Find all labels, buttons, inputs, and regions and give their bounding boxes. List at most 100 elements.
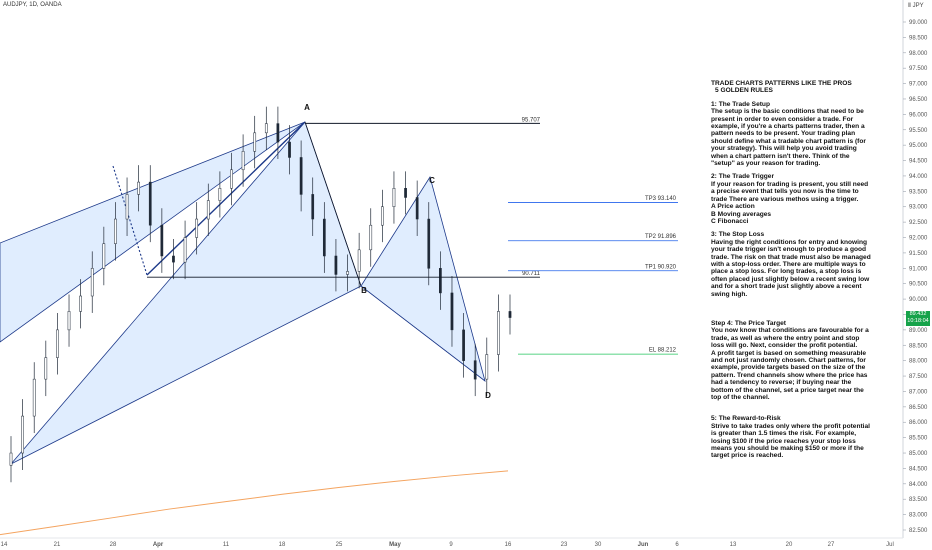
price-tick-label: 99.000 [909, 20, 928, 26]
price-tick-label: 96.500 [909, 97, 928, 103]
date-tick-label: 30 [595, 542, 602, 548]
level-label-tp1: TP1 90.920 [645, 264, 677, 270]
note-body: Having the right conditions for entry an… [711, 238, 871, 298]
candle-body [90, 268, 94, 297]
candle-body [427, 218, 431, 269]
date-tick-label: Jul [886, 542, 894, 548]
candle-body [334, 255, 338, 275]
level-label-b: 90.711 [522, 271, 541, 277]
price-tick-label: 93.000 [909, 205, 928, 211]
date-tick-label: 27 [828, 542, 835, 548]
price-tick-label: 88.000 [909, 359, 928, 365]
note-section: 3: The Stop Loss Having the right conditi… [711, 231, 871, 298]
candle-body [380, 206, 384, 226]
price-tick-label: 95.500 [909, 128, 928, 134]
candle-body [299, 157, 303, 195]
note-heading: 5: The Reward-to-Risk [711, 415, 781, 423]
date-tick-label: 6 [675, 542, 679, 548]
note-section: 5: The Reward-to-Risk Strive to take trad… [711, 415, 871, 459]
candle-body [241, 151, 245, 171]
price-tick-label: 88.500 [909, 343, 928, 349]
point-label-a: A [304, 103, 310, 112]
price-tick-label: 92.000 [909, 236, 928, 242]
price-tick-label: 94.000 [909, 174, 928, 180]
pattern-line-ab [304, 121, 362, 287]
date-tick-label: 11 [223, 542, 230, 548]
candle-body [206, 200, 210, 220]
date-tick-label: 23 [561, 542, 568, 548]
price-tick-label: 90.000 [909, 297, 928, 303]
level-label-el: EL 88.212 [649, 348, 677, 354]
price-tick-label: 85.000 [909, 451, 928, 457]
time-axis[interactable]: 14 21 28 Apr 11 18 25 May 9 16 23 30 Jun 6 13 20 27 Jul [1, 542, 894, 548]
pattern-triangle-bcd[interactable] [360, 176, 486, 383]
price-tick-label: 85.500 [909, 436, 928, 442]
price-tick-label: 83.000 [909, 513, 928, 519]
candle-body [137, 181, 141, 195]
price-tick-label: 82.500 [909, 528, 928, 534]
price-tick-label: 91.000 [909, 266, 928, 272]
price-tick-label: 89.000 [909, 328, 928, 334]
bar-countdown: 10:18:04 [907, 318, 929, 324]
price-tick-label: 98.500 [909, 35, 928, 41]
candle-body [473, 360, 477, 380]
candle-body [218, 188, 222, 201]
note-body: Strive to take trades only where the pro… [711, 422, 871, 460]
note-body: A Price action [711, 203, 755, 211]
pattern-point-labels: A B C D [304, 103, 491, 400]
price-tick-label: 91.500 [909, 251, 928, 257]
note-body: A profit target is based on something me… [711, 349, 868, 402]
point-label-c: C [429, 176, 435, 185]
candle-body [125, 194, 129, 220]
price-tick-label: 96.000 [909, 112, 928, 118]
note-heading: 2: The Trade Trigger [711, 173, 775, 181]
candle-body [439, 268, 442, 294]
price-tick-label: 83.500 [909, 497, 928, 503]
candle-body [56, 329, 59, 358]
candle-body [462, 329, 465, 361]
note-body: The setup is the basic conditions that n… [711, 108, 866, 168]
candle-body [79, 295, 82, 312]
current-price: 89.432 [909, 311, 927, 317]
note-heading: 1: The Trade Setup [711, 100, 770, 108]
candle-body [160, 224, 164, 257]
price-tick-label: 86.000 [909, 420, 928, 426]
candle-body [497, 311, 500, 355]
price-tick-label: 98.000 [909, 51, 928, 57]
candle-body [102, 243, 106, 269]
target-levels[interactable]: 95.707 90.711 TP3 93.140 TP2 91.896 TP1 90.9… [147, 117, 678, 355]
candle-body [404, 188, 407, 198]
price-tick-label: 93.500 [909, 189, 928, 195]
price-tick-label: 86.500 [909, 405, 928, 411]
candle-body [322, 218, 326, 257]
date-tick-label: Apr [153, 542, 164, 548]
note-section: 2: The Trade Trigger If your reason for t… [711, 173, 871, 225]
note-heading: Step 4: The Price Target [711, 319, 786, 327]
candle-body [346, 271, 349, 275]
candle-body [230, 169, 233, 189]
note-heading: 3: The Stop Loss [711, 231, 765, 239]
candle-body [148, 181, 152, 226]
candle-body [9, 452, 13, 466]
note-body: You now know that conditions are favoura… [711, 327, 869, 350]
note-title: TRADE CHARTS PATTERNS LIKE THE PROS [711, 80, 852, 87]
note-section: 1: The Trade Setup The setup is the basic… [711, 101, 871, 168]
price-tick-label: 84.500 [909, 466, 928, 472]
date-tick-label: 14 [1, 542, 8, 548]
candle-body [415, 197, 419, 220]
note-section: Step 4: The Price Target You now know tha… [711, 320, 871, 401]
level-label-tp3: TP3 93.140 [645, 196, 677, 202]
pattern-wedge-left[interactable] [0, 121, 306, 343]
candle-body [485, 354, 489, 380]
candle-body [32, 378, 36, 417]
candle-body [114, 218, 117, 244]
candle-body [508, 311, 512, 318]
candle-body [357, 249, 361, 272]
price-axis[interactable]: 99.000 98.500 98.000 97.500 97.000 96.500 96.0… [903, 20, 928, 534]
candle-body [44, 357, 48, 380]
candle-body [253, 132, 257, 152]
date-tick-label: 25 [336, 542, 343, 548]
harmonic-pattern[interactable] [0, 121, 486, 465]
level-label-tp2: TP2 91.896 [645, 234, 677, 240]
